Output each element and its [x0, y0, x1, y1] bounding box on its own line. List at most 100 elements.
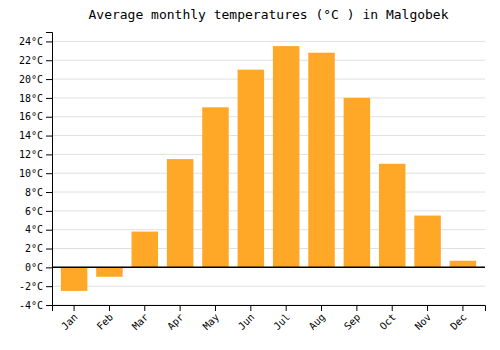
x-tick: Nov [413, 305, 434, 332]
tick-label: 22°C [19, 55, 43, 66]
y-tick: 18°C [19, 93, 52, 104]
tick-label: Nov [413, 311, 434, 332]
tick-mark [46, 79, 52, 80]
x-tick: Feb [95, 305, 116, 332]
tick-label: 4°C [25, 224, 43, 235]
bar [96, 267, 123, 276]
grid-line [52, 97, 485, 98]
bar [273, 46, 300, 267]
grid [52, 41, 485, 305]
tick-mark [74, 305, 75, 311]
y-tick: 10°C [19, 168, 52, 179]
tick-label: 2°C [25, 243, 43, 254]
tick-label: 10°C [19, 168, 43, 179]
y-tick: 6°C [25, 206, 52, 217]
grid-line [52, 116, 485, 117]
bar [202, 107, 229, 267]
bar [132, 232, 159, 268]
tick-label: Feb [95, 311, 116, 332]
tick-label: Jul [271, 311, 292, 332]
y-tick: 20°C [19, 74, 52, 85]
tick-mark [462, 305, 463, 311]
tick-mark [250, 305, 251, 311]
grid-line [52, 154, 485, 155]
tick-mark [46, 173, 52, 174]
y-tick: 14°C [19, 130, 52, 141]
y-tick: 16°C [19, 111, 52, 122]
y-tick: 24°C [19, 36, 52, 47]
y-tick: -4°C [19, 300, 52, 311]
y-tick: 12°C [19, 149, 52, 160]
x-tick: Apr [165, 305, 186, 332]
plot: -4°C -2°C 0°C 2°C 4°C 6°C 8°C 10°C 12°C 14°C 16°C 1… [19, 33, 486, 332]
tick-mark [46, 136, 52, 137]
x-tick: Jun [236, 305, 257, 332]
tick-label: Apr [165, 311, 186, 332]
tick-mark [46, 286, 52, 287]
tick-label: 0°C [25, 262, 43, 273]
tick-label: Jun [236, 311, 257, 332]
bar [379, 164, 406, 268]
tick-mark [46, 98, 52, 99]
tick-label: Dec [448, 311, 469, 332]
tick-label: 16°C [19, 111, 43, 122]
tick-mark [321, 305, 322, 311]
bar [61, 267, 88, 291]
chart: -4°C -2°C 0°C 2°C 4°C 6°C 8°C 10°C 12°C 14°C 16°C 1… [0, 0, 500, 350]
y-tick: 2°C [25, 243, 52, 254]
tick-label: -4°C [19, 300, 43, 311]
bar [344, 98, 371, 267]
tick-mark [109, 305, 110, 311]
grid-line [52, 41, 485, 42]
tick-label: 24°C [19, 36, 43, 47]
tick-mark [144, 305, 145, 311]
tick-mark [46, 41, 52, 42]
zero-line [52, 267, 485, 269]
bar [308, 53, 335, 268]
tick-mark [46, 211, 52, 212]
axis-line [46, 33, 53, 306]
tick-mark [46, 230, 52, 231]
grid-line [52, 135, 485, 136]
grid-line [52, 267, 485, 268]
y-tick: 22°C [19, 55, 52, 66]
grid-line [52, 173, 485, 174]
tick-mark [180, 305, 181, 311]
tick-mark [46, 267, 52, 268]
bar [414, 216, 441, 268]
y-tick: 0°C [25, 262, 52, 273]
tick-mark [215, 305, 216, 311]
tick-label: May [201, 311, 222, 332]
grid-line [52, 79, 485, 80]
x-tick: Aug [307, 305, 328, 332]
tick-mark [46, 117, 52, 118]
x-tick: Dec [448, 305, 469, 332]
tick-label: 6°C [25, 206, 43, 217]
bar [167, 159, 194, 267]
tick-label: Jan [59, 311, 80, 332]
axis-line [53, 306, 486, 312]
tick-mark [46, 305, 52, 306]
tick-label: Mar [130, 311, 151, 332]
x-tick: Jul [271, 305, 292, 332]
x-tick: Jan [59, 305, 80, 332]
tick-mark [46, 60, 52, 61]
y-tick: 8°C [25, 187, 52, 198]
tick-mark [286, 305, 287, 311]
bar [450, 261, 477, 268]
tick-label: 20°C [19, 74, 43, 85]
tick-label: 12°C [19, 149, 43, 160]
x-tick: Oct [377, 305, 398, 332]
bar [238, 70, 265, 268]
x-tick: Sep [342, 305, 363, 332]
title: Average monthly temperatures (°C ) in Ma… [88, 7, 448, 22]
tick-mark [46, 249, 52, 250]
tick-mark [46, 154, 52, 155]
tick-label: Oct [377, 311, 398, 332]
x-axis: Jan Feb Mar Apr May Jun Jul Aug Sep Oct Nov Dec [53, 305, 486, 332]
tick-label: -2°C [19, 281, 43, 292]
x-tick: May [201, 305, 222, 332]
tick-label: 8°C [25, 187, 43, 198]
tick-mark [46, 192, 52, 193]
grid-line [52, 192, 485, 193]
